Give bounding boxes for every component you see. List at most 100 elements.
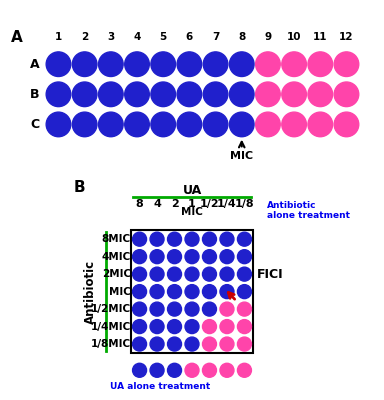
Circle shape <box>202 232 217 246</box>
Circle shape <box>202 363 217 377</box>
Circle shape <box>308 82 333 107</box>
Circle shape <box>282 52 306 76</box>
Circle shape <box>185 302 199 316</box>
Circle shape <box>202 320 217 334</box>
Text: 1/2: 1/2 <box>200 199 219 209</box>
Text: 11: 11 <box>313 32 328 42</box>
Text: 8: 8 <box>136 199 144 209</box>
Circle shape <box>72 82 97 107</box>
Circle shape <box>229 52 254 76</box>
Circle shape <box>256 52 280 76</box>
Text: B: B <box>30 88 40 101</box>
Circle shape <box>99 52 123 76</box>
Circle shape <box>237 232 252 246</box>
Circle shape <box>185 232 199 246</box>
Circle shape <box>150 337 164 351</box>
Circle shape <box>202 267 217 281</box>
Bar <box>131 230 253 353</box>
Circle shape <box>177 112 202 137</box>
Circle shape <box>202 337 217 351</box>
Text: MIC: MIC <box>109 287 131 297</box>
Circle shape <box>237 250 252 264</box>
Circle shape <box>220 232 234 246</box>
Text: Antibiotic: Antibiotic <box>84 260 97 324</box>
Text: 1/8MIC: 1/8MIC <box>91 339 131 349</box>
Text: 1: 1 <box>55 32 62 42</box>
Text: UA: UA <box>182 184 202 197</box>
Circle shape <box>220 320 234 334</box>
Circle shape <box>220 337 234 351</box>
Circle shape <box>125 112 149 137</box>
Circle shape <box>46 82 71 107</box>
Circle shape <box>237 302 252 316</box>
Circle shape <box>237 267 252 281</box>
Text: 1/2MIC: 1/2MIC <box>91 304 131 314</box>
Circle shape <box>150 267 164 281</box>
Circle shape <box>150 285 164 299</box>
Circle shape <box>46 52 71 76</box>
Circle shape <box>256 112 280 137</box>
Circle shape <box>132 285 147 299</box>
Circle shape <box>237 285 252 299</box>
Circle shape <box>202 285 217 299</box>
Circle shape <box>229 112 254 137</box>
Circle shape <box>132 363 147 377</box>
Circle shape <box>203 82 228 107</box>
Circle shape <box>220 285 234 299</box>
Circle shape <box>150 232 164 246</box>
Circle shape <box>151 52 175 76</box>
Text: 5: 5 <box>160 32 167 42</box>
Text: 6: 6 <box>186 32 193 42</box>
Circle shape <box>308 112 333 137</box>
Text: 4MIC: 4MIC <box>102 252 131 262</box>
Circle shape <box>220 250 234 264</box>
Circle shape <box>132 320 147 334</box>
Circle shape <box>282 112 306 137</box>
Circle shape <box>185 250 199 264</box>
Text: MIC: MIC <box>230 151 253 161</box>
Text: A: A <box>30 58 40 71</box>
Circle shape <box>132 267 147 281</box>
Text: FICI: FICI <box>257 268 283 281</box>
Circle shape <box>177 52 202 76</box>
Circle shape <box>237 337 252 351</box>
Circle shape <box>229 82 254 107</box>
Circle shape <box>185 320 199 334</box>
Text: 4: 4 <box>153 199 161 209</box>
Text: 1/4: 1/4 <box>217 199 237 209</box>
Circle shape <box>150 320 164 334</box>
Circle shape <box>220 267 234 281</box>
Circle shape <box>132 337 147 351</box>
Circle shape <box>282 82 306 107</box>
Circle shape <box>132 302 147 316</box>
Text: 7: 7 <box>212 32 219 42</box>
Text: 2: 2 <box>81 32 88 42</box>
Circle shape <box>220 302 234 316</box>
Circle shape <box>220 363 234 377</box>
Circle shape <box>167 337 182 351</box>
Circle shape <box>167 250 182 264</box>
Text: 4: 4 <box>133 32 141 42</box>
Text: MIC: MIC <box>181 207 203 217</box>
Text: 2MIC: 2MIC <box>102 269 131 279</box>
Circle shape <box>150 302 164 316</box>
Circle shape <box>185 337 199 351</box>
Circle shape <box>72 112 97 137</box>
Circle shape <box>99 82 123 107</box>
Circle shape <box>202 302 217 316</box>
Circle shape <box>125 82 149 107</box>
Circle shape <box>237 363 252 377</box>
Circle shape <box>185 267 199 281</box>
Circle shape <box>167 232 182 246</box>
Circle shape <box>334 52 359 76</box>
Circle shape <box>185 363 199 377</box>
Circle shape <box>334 82 359 107</box>
Text: 10: 10 <box>287 32 301 42</box>
Circle shape <box>167 320 182 334</box>
Text: 8: 8 <box>238 32 245 42</box>
Text: C: C <box>30 118 40 131</box>
Text: UA alone treatment: UA alone treatment <box>111 382 211 391</box>
Text: B: B <box>73 180 85 195</box>
Circle shape <box>177 82 202 107</box>
Text: 9: 9 <box>264 32 271 42</box>
